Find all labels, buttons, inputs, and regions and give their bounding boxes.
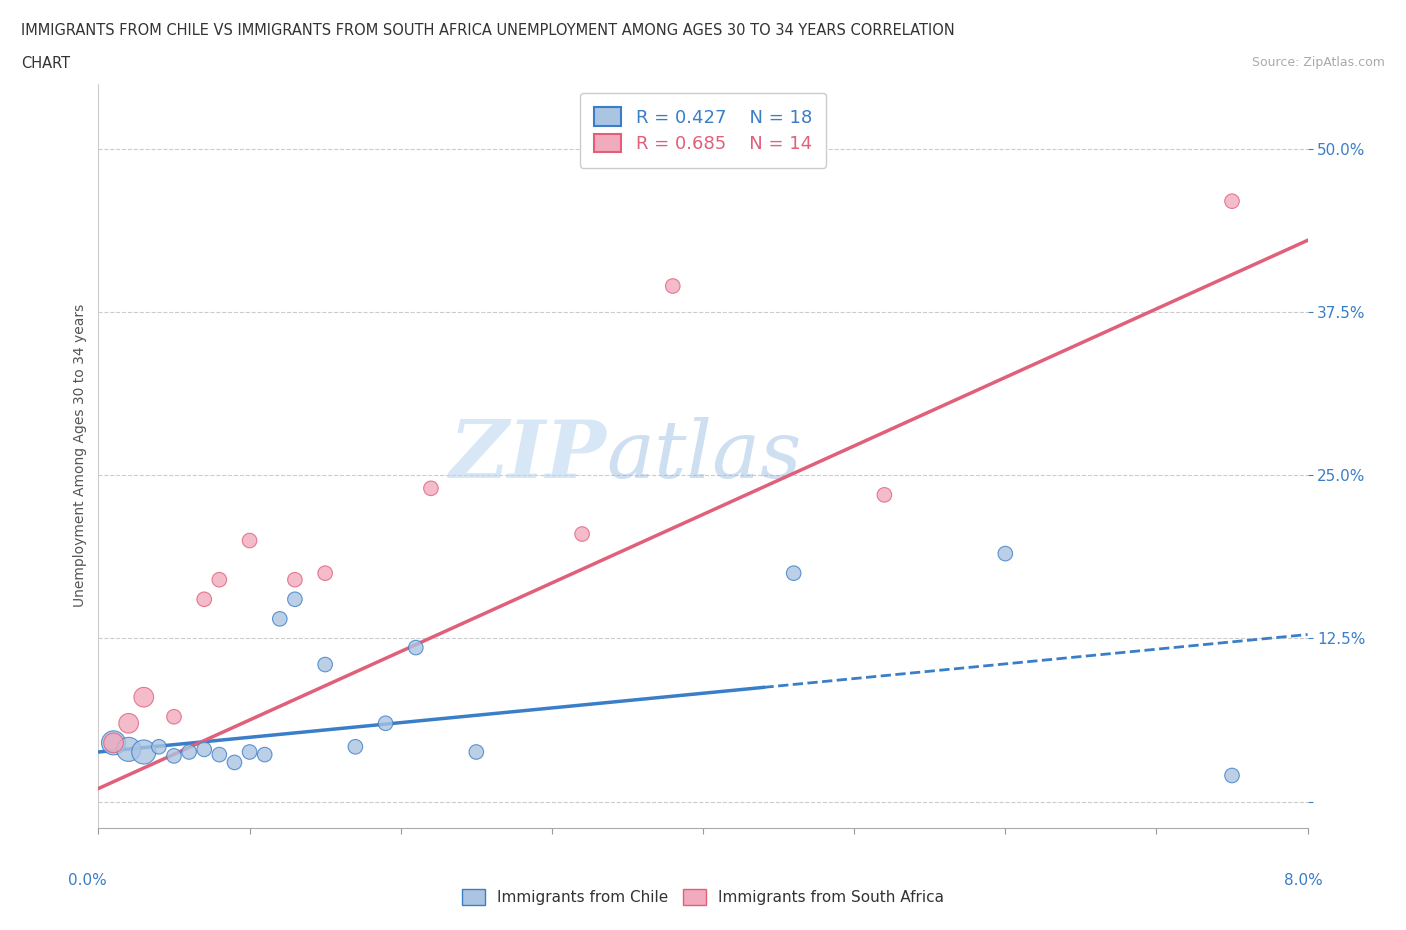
Point [314,565,336,580]
Text: IMMIGRANTS FROM CHILE VS IMMIGRANTS FROM SOUTH AFRICA UNEMPLOYMENT AMONG AGES 30: IMMIGRANTS FROM CHILE VS IMMIGRANTS FROM… [21,23,955,38]
Legend: R = 0.427    N = 18, R = 0.685    N = 14: R = 0.427 N = 18, R = 0.685 N = 14 [579,93,827,167]
Point [284,591,307,606]
Point [374,716,396,731]
Point [193,742,215,757]
Point [661,279,683,294]
Point [118,742,141,757]
Point [224,755,246,770]
Text: 8.0%: 8.0% [1284,873,1323,888]
Point [284,572,307,587]
Text: Source: ZipAtlas.com: Source: ZipAtlas.com [1251,56,1385,69]
Point [208,572,231,587]
Point [314,658,336,672]
Point [118,716,141,731]
Point [782,565,804,580]
Point [269,611,291,626]
Point [103,736,125,751]
Y-axis label: Unemployment Among Ages 30 to 34 years: Unemployment Among Ages 30 to 34 years [73,304,87,607]
Text: CHART: CHART [21,56,70,71]
Point [239,533,262,548]
Point [405,640,427,655]
Point [103,736,125,751]
Legend: Immigrants from Chile, Immigrants from South Africa: Immigrants from Chile, Immigrants from S… [456,884,950,911]
Text: ZIP: ZIP [450,417,606,495]
Point [419,481,441,496]
Point [239,745,262,760]
Text: atlas: atlas [606,417,801,495]
Point [208,747,231,762]
Point [132,690,155,705]
Point [571,526,593,541]
Point [163,749,186,764]
Point [465,745,488,760]
Point [148,739,170,754]
Point [163,710,186,724]
Point [253,747,276,762]
Point [1220,193,1243,208]
Point [1220,768,1243,783]
Point [994,546,1017,561]
Point [873,487,896,502]
Point [193,591,215,606]
Point [344,739,367,754]
Text: 0.0%: 0.0% [69,873,107,888]
Point [179,745,201,760]
Point [132,745,155,760]
